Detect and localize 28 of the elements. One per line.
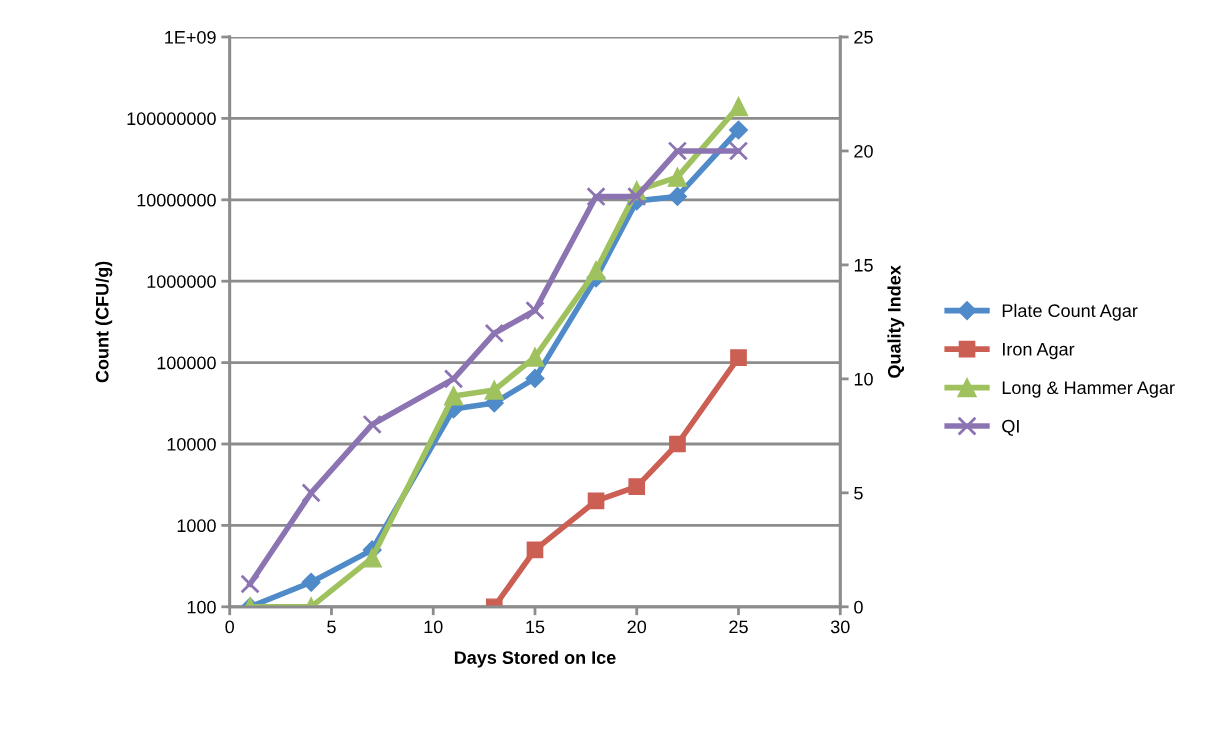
y-tick-label: 100000000: [127, 112, 216, 126]
x-tick-label: 30: [830, 620, 850, 634]
legend-label: Long & Hammer Agar: [1002, 381, 1175, 398]
y2-axis-title: Quality Index: [887, 265, 905, 378]
x-tick-label: 15: [526, 620, 545, 634]
y2-tick-label: 25: [854, 30, 873, 44]
x-tick-label: 10: [424, 620, 443, 634]
y-tick-label: 1000: [177, 519, 216, 533]
y-tick-label: 1E+09: [165, 30, 216, 44]
y2-tick-label: 10: [854, 372, 873, 386]
y2-tick-label: 0: [854, 600, 863, 614]
legend-label: QI: [1002, 419, 1019, 436]
y-axis-title: Count (CFU/g): [95, 261, 113, 383]
y-tick-label: 1000000: [147, 275, 216, 288]
y2-tick-label: 20: [854, 144, 873, 158]
legend-label: Iron Agar: [1003, 343, 1075, 360]
x-tick-label: 25: [729, 620, 748, 634]
y2-tick-label: 15: [854, 259, 873, 272]
x-axis-title: Days Stored on Ice: [454, 650, 616, 668]
legend-label: Plate Count Agar: [1002, 303, 1138, 321]
y2-tick-label: 5: [854, 486, 863, 500]
x-tick-label: 20: [627, 620, 647, 634]
x-tick-label: 0: [225, 620, 235, 634]
y-tick-label: 100: [187, 600, 216, 614]
y-tick-label: 10000000: [137, 193, 216, 207]
y-tick-label: 100000: [157, 356, 216, 370]
x-tick-label: 5: [327, 620, 336, 634]
y-tick-label: 10000: [167, 437, 216, 451]
